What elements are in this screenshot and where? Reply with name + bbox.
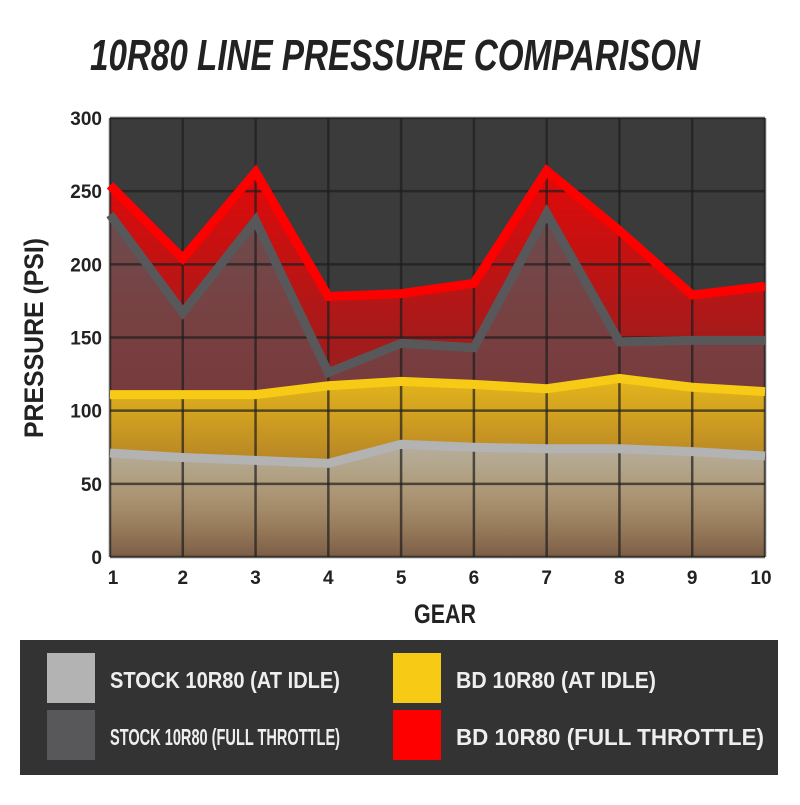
legend-label: STOCK 10R80 (AT IDLE) bbox=[110, 667, 340, 693]
y-tick-label: 300 bbox=[70, 109, 102, 130]
area bbox=[110, 444, 765, 557]
x-axis-label: GEAR bbox=[414, 599, 476, 629]
x-tick-label: 1 bbox=[108, 568, 119, 589]
y-tick-label: 200 bbox=[70, 255, 102, 276]
legend-label: BD 10R80 (FULL THROTTLE) bbox=[456, 724, 764, 750]
x-tick-label: 4 bbox=[323, 568, 334, 589]
legend-label: STOCK 10R80 (FULL THROTTLE) bbox=[110, 724, 340, 750]
x-tick-label: 7 bbox=[541, 568, 552, 589]
line bbox=[106, 203, 765, 379]
y-tick-label: 0 bbox=[91, 548, 102, 569]
x-tick-label: 5 bbox=[396, 568, 407, 589]
y-tick-label: 50 bbox=[81, 475, 102, 496]
x-tick-label: 6 bbox=[469, 568, 480, 589]
x-tick-label: 3 bbox=[250, 568, 261, 589]
y-tick-label: 100 bbox=[70, 402, 102, 423]
x-tick-label: 10 bbox=[750, 568, 771, 589]
y-tick-label: 250 bbox=[70, 182, 102, 203]
chart-title: 10R80 LINE PRESSURE COMPARISON bbox=[90, 31, 701, 80]
x-tick-label: 9 bbox=[687, 568, 698, 589]
legend-label: BD 10R80 (AT IDLE) bbox=[456, 667, 656, 693]
line bbox=[109, 439, 766, 468]
line bbox=[106, 163, 766, 302]
legend-swatch bbox=[393, 653, 441, 703]
legend-swatch bbox=[47, 710, 95, 760]
legend-swatch bbox=[47, 653, 95, 703]
y-axis-label: PRESSURE (PSI) bbox=[19, 238, 49, 438]
legend-swatch bbox=[393, 710, 441, 760]
line bbox=[110, 373, 766, 400]
x-tick-label: 2 bbox=[177, 568, 188, 589]
x-tick-label: 8 bbox=[614, 568, 625, 589]
y-tick-label: 150 bbox=[70, 329, 102, 350]
